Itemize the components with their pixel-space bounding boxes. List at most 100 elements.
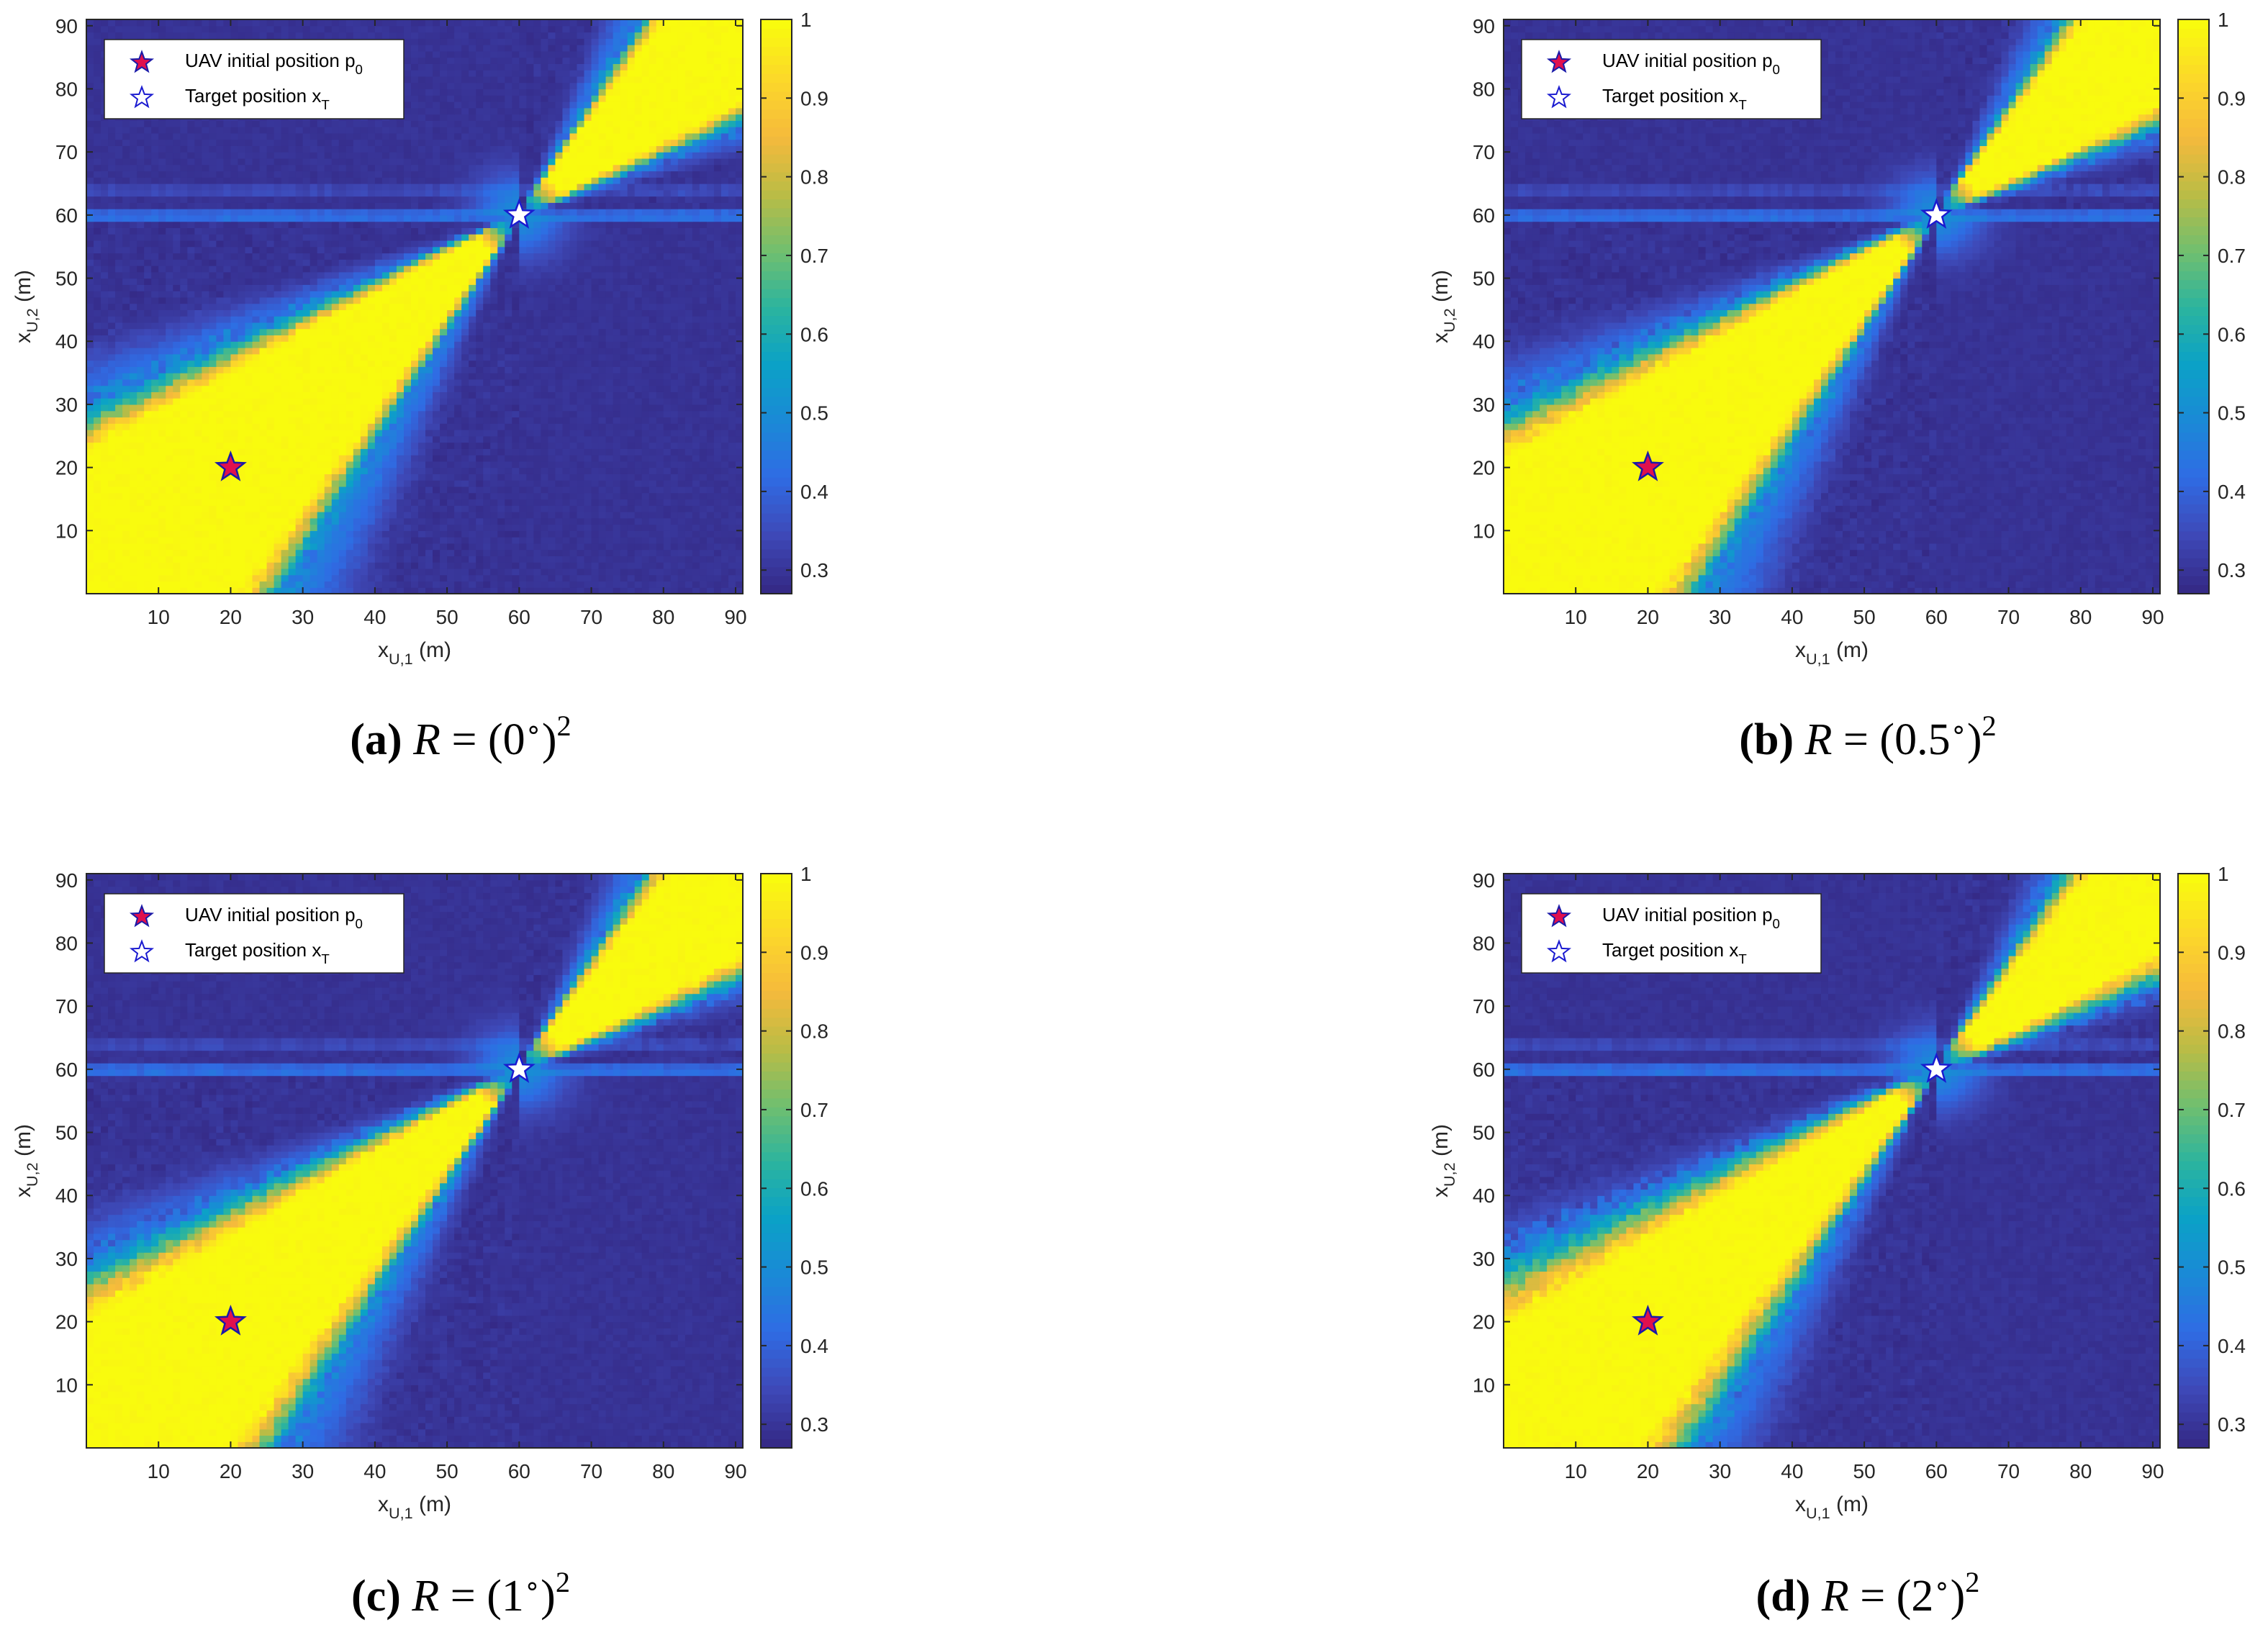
heatmap-cell (274, 525, 282, 531)
heatmap-cell (101, 562, 109, 569)
heatmap-cell (187, 518, 195, 525)
heatmap-cell (411, 530, 419, 537)
heatmap-cell (577, 525, 584, 531)
heatmap-cell (209, 518, 217, 525)
heatmap-cell (656, 543, 664, 550)
heatmap-cell (512, 562, 520, 569)
heatmap-cell (628, 556, 636, 562)
heatmap-cell (490, 581, 498, 587)
heatmap-cell (122, 569, 130, 575)
heatmap-cell (664, 575, 672, 581)
heatmap-cell (562, 569, 570, 575)
heatmap-cell (180, 550, 188, 556)
heatmap-cell (151, 569, 159, 575)
heatmap-cell (289, 525, 297, 531)
heatmap-cell (325, 537, 333, 543)
heatmap-cell (628, 569, 636, 575)
heatmap-cell (151, 556, 159, 562)
heatmap-cell (238, 562, 245, 569)
heatmap-cell (166, 581, 173, 587)
heatmap-cell (108, 569, 116, 575)
heatmap-cell (461, 537, 469, 543)
heatmap-cell (700, 575, 708, 581)
heatmap-cell (476, 530, 484, 537)
heatmap-cell (548, 537, 556, 543)
heatmap-cell (548, 575, 556, 581)
heatmap-cell (671, 525, 679, 531)
heatmap-cell (389, 543, 397, 550)
heatmap-cell (584, 581, 592, 587)
heatmap-cell (253, 525, 261, 531)
heatmap-cell (469, 556, 476, 562)
heatmap-cell (397, 530, 405, 537)
heatmap-cell (260, 530, 268, 537)
heatmap-cell (418, 543, 426, 550)
heatmap-cell (447, 525, 455, 531)
heatmap-cell (361, 543, 369, 550)
heatmap-cell (728, 581, 736, 587)
heatmap-cell (628, 562, 636, 569)
heatmap-cell (533, 581, 541, 587)
heatmap-cell (483, 537, 491, 543)
heatmap-cell (151, 537, 159, 543)
heatmap-cell (361, 525, 369, 531)
heatmap-cell (194, 550, 202, 556)
heatmap-cell (454, 525, 462, 531)
heatmap-cell (253, 562, 261, 569)
heatmap-cell (144, 525, 152, 531)
heatmap-cell (281, 525, 289, 531)
heatmap-cell (368, 518, 376, 525)
heatmap-cell (202, 575, 209, 581)
heatmap-cell (245, 562, 253, 569)
heatmap-cell (433, 530, 441, 537)
heatmap-cell (728, 569, 736, 575)
heatmap-cell (397, 556, 405, 562)
heatmap-cell (353, 530, 361, 537)
heatmap-cell (382, 562, 390, 569)
heatmap-cell (447, 530, 455, 537)
heatmap-cell (158, 518, 166, 525)
heatmap-cell (440, 525, 448, 531)
heatmap-cell (274, 530, 282, 537)
heatmap-cell (433, 556, 441, 562)
heatmap-cell (649, 543, 657, 550)
heatmap-cell (628, 530, 636, 537)
heatmap-cell (569, 581, 577, 587)
heatmap-cell (433, 537, 441, 543)
heatmap-cell (382, 525, 390, 531)
heatmap-cell (310, 537, 318, 543)
heatmap-cell (678, 530, 686, 537)
heatmap-cell (728, 550, 736, 556)
heatmap-cell (375, 525, 383, 531)
heatmap-cell (230, 543, 238, 550)
heatmap-cell (404, 575, 412, 581)
heatmap-cell (238, 537, 245, 543)
heatmap-cell (397, 575, 405, 581)
heatmap-cell (577, 556, 584, 562)
heatmap-cell (202, 537, 209, 543)
heatmap-cell (649, 530, 657, 537)
heatmap-cell (685, 556, 693, 562)
heatmap-cell (209, 581, 217, 587)
heatmap-cell (685, 525, 693, 531)
heatmap-cell (483, 575, 491, 581)
heatmap-cell (238, 550, 245, 556)
heatmap-cell (569, 530, 577, 537)
heatmap-cell (187, 562, 195, 569)
heatmap-cell (187, 569, 195, 575)
heatmap-cell (562, 543, 570, 550)
heatmap-cell (599, 562, 607, 569)
heatmap-cell (461, 525, 469, 531)
heatmap-cell (332, 537, 340, 543)
heatmap-cell (166, 537, 173, 543)
heatmap-cell (664, 537, 672, 543)
heatmap-cell (353, 550, 361, 556)
heatmap-cell (325, 525, 333, 531)
heatmap-cell (260, 562, 268, 569)
heatmap-cell (310, 556, 318, 562)
heatmap-cell (187, 537, 195, 543)
heatmap-cell (606, 556, 614, 562)
heatmap-cell (223, 530, 231, 537)
heatmap-cell (158, 530, 166, 537)
heatmap-cell (339, 575, 347, 581)
